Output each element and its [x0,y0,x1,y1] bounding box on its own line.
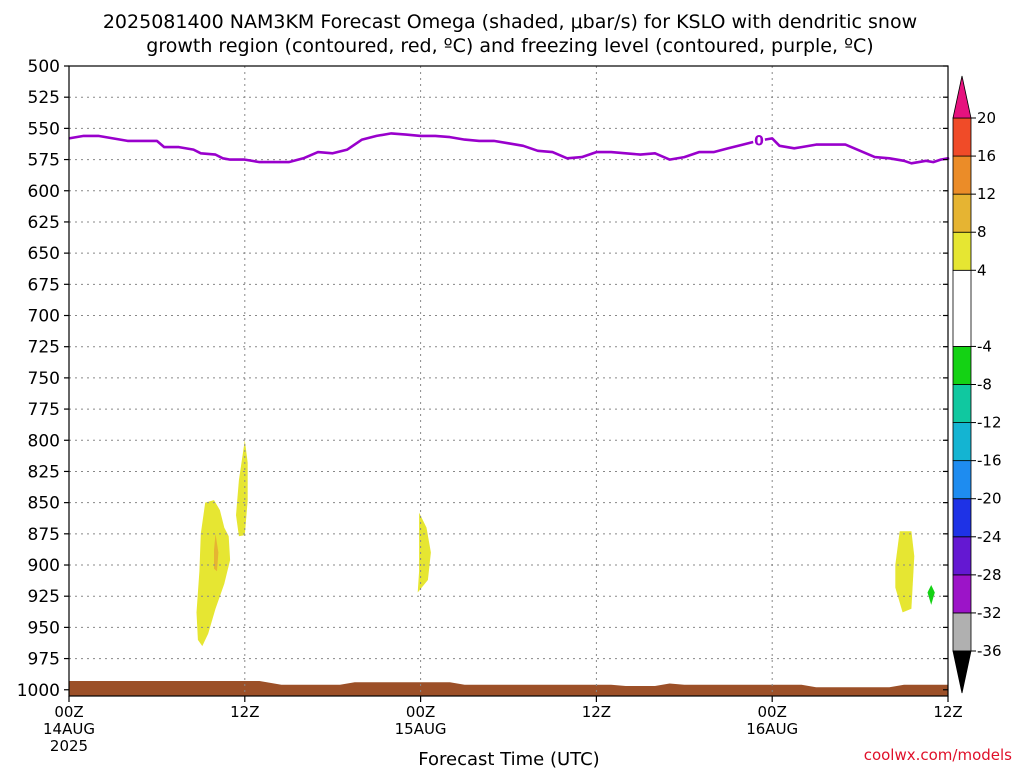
freezing-level-label: 0 [754,134,764,150]
omega-region-3 [214,533,219,572]
y-tick-label-750: 750 [28,369,60,389]
y-tick-label-825: 825 [28,462,60,482]
omega-region-2 [236,440,248,537]
x-tick-label-24-1: 00Z [406,703,435,721]
x-tick-label-12-1: 12Z [230,703,259,721]
colorbar-bin-3 [952,536,972,576]
y-tick-label-975: 975 [28,650,60,670]
y-tick-label-1000: 1000 [17,681,60,701]
plot-area: 0 [68,65,950,697]
colorbar-label-3: 12 [977,185,996,203]
y-tick-label-800: 800 [28,431,60,451]
colorbar-label-11: -24 [977,528,1002,546]
y-tick-label-900: 900 [28,556,60,576]
colorbar-bin-4 [952,498,972,538]
y-tick-label-700: 700 [28,307,60,327]
colorbar-legend: 20 16 12 8 4 -4 -8 -12 -16 -20 -24 -28 -32 -36 [952,75,1002,694]
y-tick-label-575: 575 [28,151,60,171]
colorbar-label-13: -32 [977,604,1002,622]
terrain-ground [69,681,948,696]
x-tick-label-0-1: 00Z [54,703,83,721]
colorbar-over-triangle [952,75,972,119]
freezing-level-contour-2 [764,137,950,165]
colorbar-bin-9 [952,269,972,347]
site-credit: coolwx.com/models [864,746,1012,764]
y-tick-label-725: 725 [28,338,60,358]
omega-shading-layer [196,440,935,647]
x-axis-title: Forecast Time (UTC) [418,749,599,768]
x-tick-label-48-1: 00Z [758,703,787,721]
colorbar-bin-6 [952,422,972,462]
y-tick-label-625: 625 [28,213,60,233]
colorbar-label-6: -4 [977,337,992,355]
x-tick-label-0-3: 2025 [50,737,88,755]
terrain-layer [69,681,948,696]
plot-frame [68,65,949,697]
y-tick-label-850: 850 [28,494,60,514]
x-tick-label-60-1: 12Z [933,703,962,721]
colorbar-bin-8 [952,346,972,385]
y-axis: 500 525 550 575 600 625 650 675 700 725 750 775 800 8… [17,57,948,701]
x-tick-label-0-2: 14AUG [43,720,95,738]
omega-region-4 [417,512,431,593]
colorbar-bin-5 [952,460,972,500]
y-tick-label-600: 600 [28,182,60,202]
y-tick-label-550: 550 [28,119,60,139]
colorbar-label-2: 16 [977,147,996,165]
colorbar-label-8: -12 [977,414,1002,432]
colorbar-label-9: -16 [977,452,1002,470]
x-tick-label-36-1: 12Z [582,703,611,721]
colorbar-label-4: 8 [977,223,987,241]
colorbar-bin-11 [952,193,972,233]
y-tick-label-650: 650 [28,244,60,264]
y-tick-label-675: 675 [28,275,60,295]
y-tick-label-500: 500 [28,57,60,77]
colorbar-bin-13 [952,117,972,157]
chart-title-line-2: growth region (contoured, red, ºC) and f… [146,35,873,57]
y-tick-label-775: 775 [28,400,60,420]
freezing-level-contour-1 [68,132,754,164]
colorbar-label-5: 4 [977,261,987,279]
colorbar-bin-7 [952,384,972,423]
y-tick-label-525: 525 [28,88,60,108]
colorbar-label-10: -20 [977,490,1002,508]
chart-title-line-1: 2025081400 NAM3KM Forecast Omega (shaded… [103,11,917,33]
y-tick-label-875: 875 [28,525,60,545]
colorbar-bin-2 [952,574,972,614]
colorbar-label-14: -36 [977,642,1002,660]
y-tick-label-950: 950 [28,618,60,638]
x-tick-label-24-2: 15AUG [395,720,447,738]
omega-region-1 [196,500,231,647]
x-tick-label-48-2: 16AUG [746,720,798,738]
y-tick-label-925: 925 [28,587,60,607]
colorbar-label-7: -8 [977,376,992,394]
colorbar-bin-12 [952,155,972,195]
grid-layer [69,66,948,696]
omega-region-6 [927,585,935,605]
colorbar-label-12: -28 [977,566,1002,584]
freezing-level-layer: 0 [68,132,950,165]
omega-region-5 [895,531,915,613]
colorbar-bin-1 [952,612,972,652]
colorbar-under-triangle [952,650,972,694]
colorbar-label-1: 20 [977,109,996,127]
colorbar-bin-10 [952,231,972,271]
